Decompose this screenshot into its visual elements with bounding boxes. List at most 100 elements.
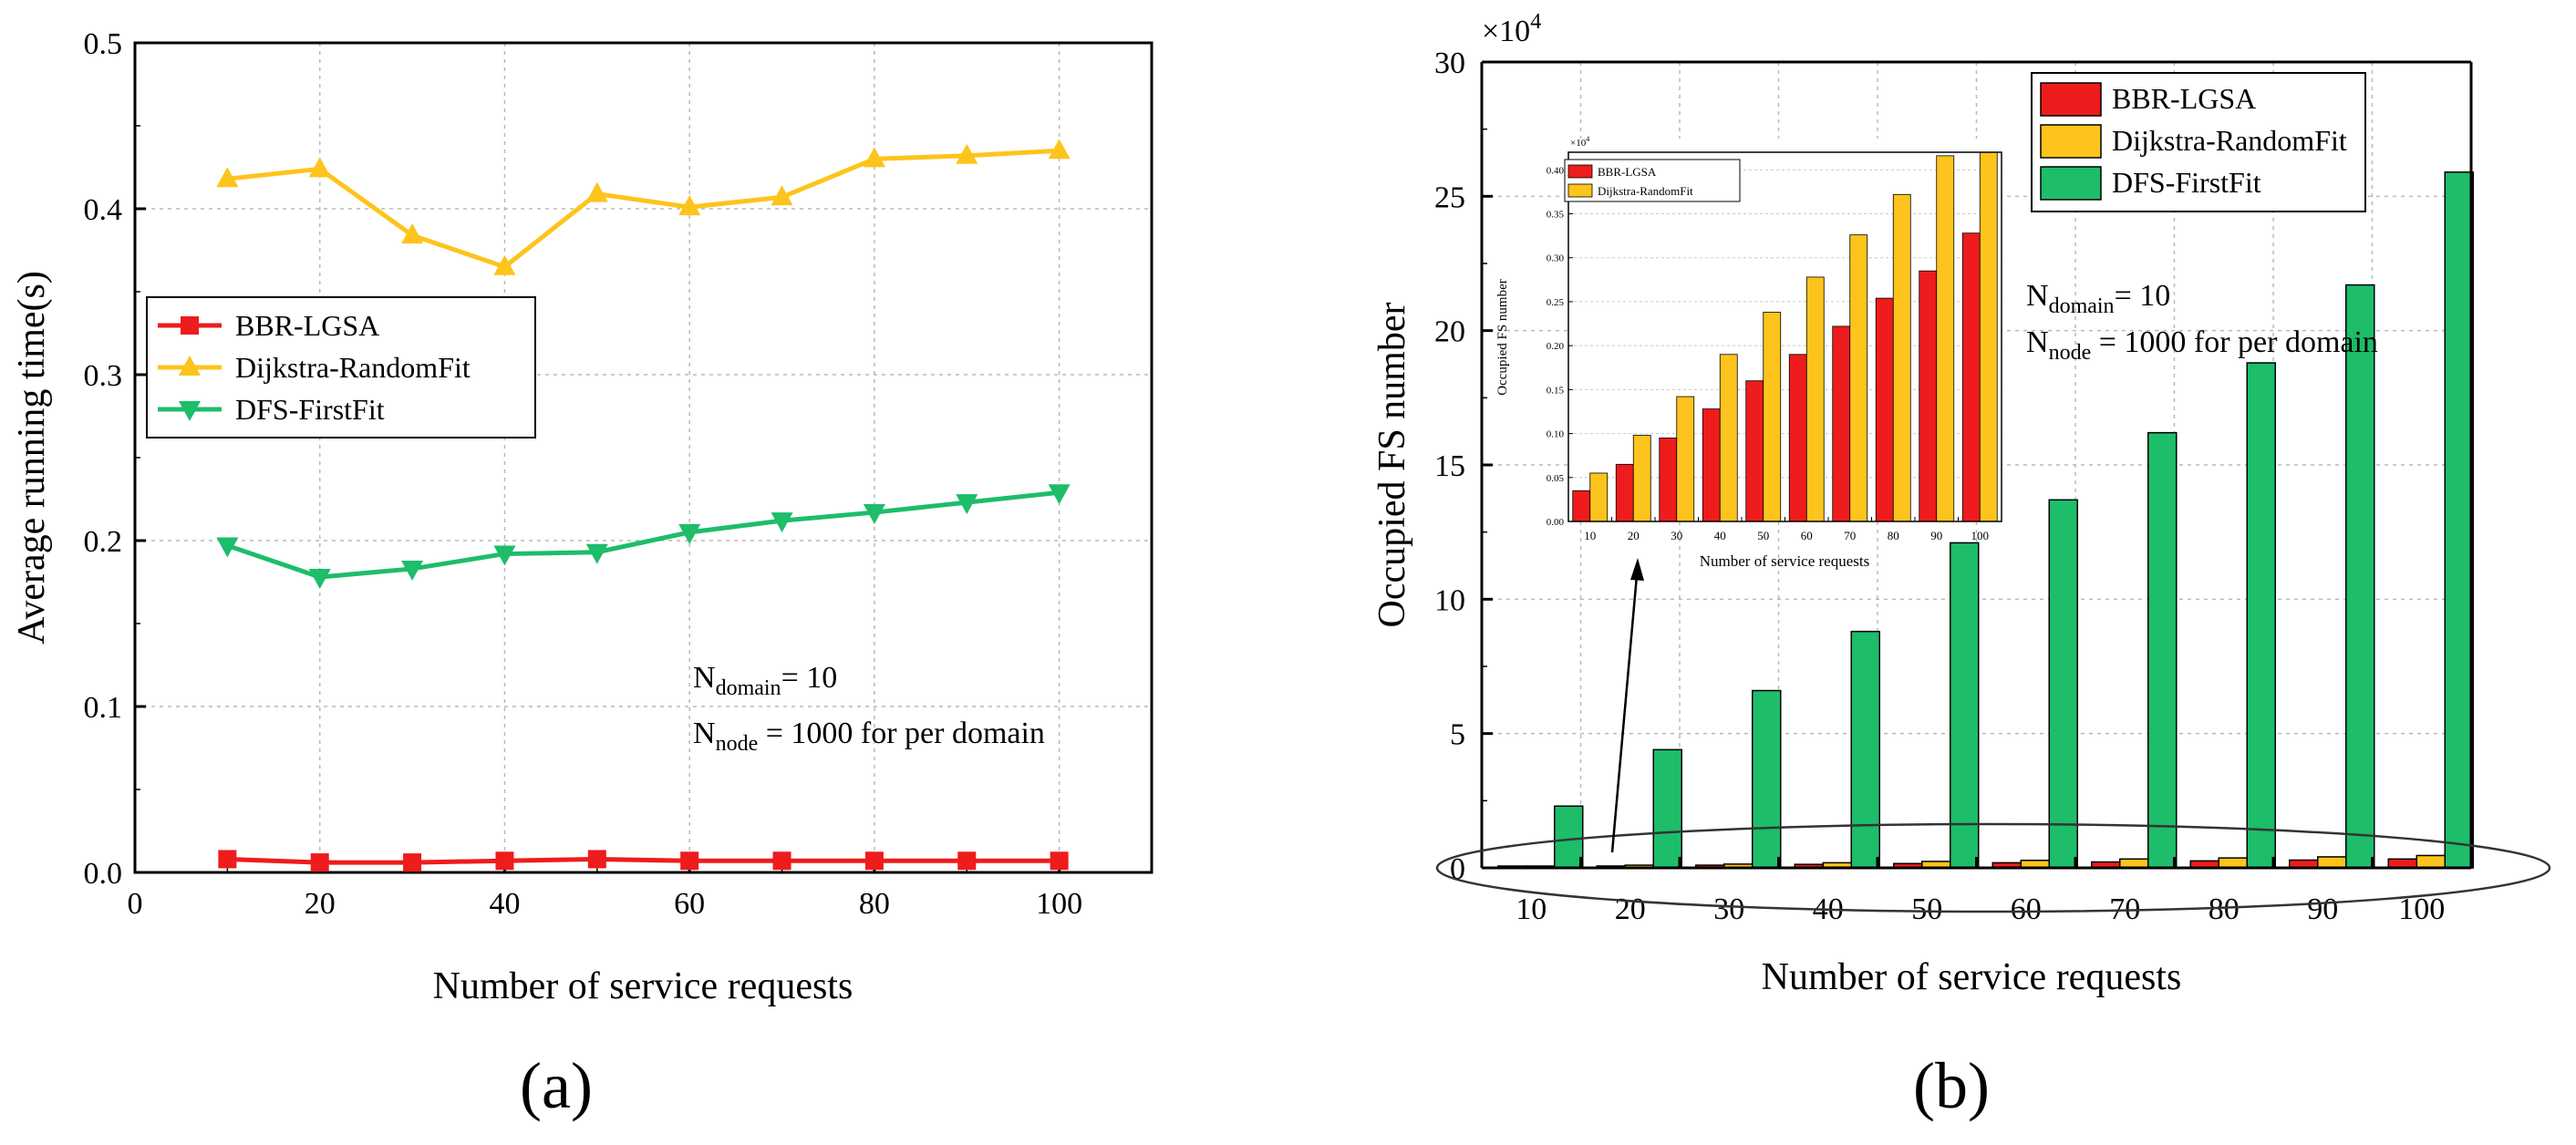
a-legend-marker <box>179 356 201 376</box>
a-ytick-label: 0.0 <box>84 857 123 891</box>
a-data-point <box>218 850 237 869</box>
inset-xtick-label: 30 <box>1671 529 1682 542</box>
a-data-point <box>401 560 424 581</box>
b-ytick-label: 25 <box>1434 181 1465 214</box>
b-bar-dfs-firstfit <box>2246 362 2276 869</box>
a-data-point <box>585 181 608 202</box>
b-ytick-label: 10 <box>1434 583 1465 617</box>
a-data-point <box>308 569 331 590</box>
b-annotation-line1: Ndomain= 10 <box>2026 279 2170 318</box>
inset-bar-bbr-lgsa <box>1615 463 1634 522</box>
inset-bar-dijkstra-randomfit <box>1805 276 1825 522</box>
a-ytick-label: 0.5 <box>84 27 123 61</box>
b-bar-dfs-firstfit <box>2444 171 2474 869</box>
a-data-point <box>308 157 331 178</box>
a-data-point <box>956 494 978 515</box>
b-y-scale-label: ×104 <box>1482 10 1541 48</box>
a-data-point <box>216 167 239 188</box>
b-bar-dfs-firstfit <box>1554 805 1584 869</box>
a-xtick-label: 60 <box>674 887 705 921</box>
a-xtick-label: 100 <box>1036 887 1082 921</box>
inset-x-axis-label: Number of service requests <box>1700 552 1869 570</box>
a-legend-items: BBR-LGSA Dijkstra-RandomFit DFS-FirstFit <box>158 309 471 426</box>
a-series-dijkstra-randomfit <box>216 139 1071 275</box>
inset-ytick-label: 0.15 <box>1547 385 1565 396</box>
b-zoom-arrow <box>1610 564 1640 853</box>
b-annotation-line2: Nnode = 1000 for per domain <box>2026 325 2378 365</box>
a-legend-marker <box>179 401 201 421</box>
a-series-bbr-lgsa <box>218 850 1069 872</box>
a-data-point <box>864 851 884 871</box>
inset-bar-bbr-lgsa <box>1659 437 1678 522</box>
a-series-line <box>227 148 1060 270</box>
b-bar-dfs-firstfit <box>1850 630 1880 869</box>
inset-xtick-label: 40 <box>1714 529 1726 542</box>
b-inset-chart: 10 20 30 40 50 60 70 80 90 100 0.000.050.100.150.… <box>1495 135 2002 570</box>
a-data-point <box>310 853 329 872</box>
a-data-point <box>772 851 791 871</box>
b-legend-label: Dijkstra-RandomFit <box>2112 124 2347 157</box>
b-bar-dijkstra-randomfit <box>2218 857 2248 869</box>
inset-legend-box <box>1564 159 1741 202</box>
a-ytick-label: 0.3 <box>84 359 123 393</box>
inset-legend: BBR-LGSA Dijkstra-RandomFit <box>1564 159 1741 202</box>
b-xtick-label: 20 <box>1615 892 1646 926</box>
a-data-point <box>771 185 793 206</box>
a-legend-marker <box>181 316 199 335</box>
b-bar-dfs-firstfit <box>2048 499 2078 869</box>
b-ytick-label: 20 <box>1434 315 1465 349</box>
inset-xtick-label: 100 <box>1971 529 1990 542</box>
b-bar-dfs-firstfit <box>1752 689 1782 869</box>
b-xtick-label: 50 <box>1911 892 1942 926</box>
inset-bar-dijkstra-randomfit <box>1849 234 1868 522</box>
a-ytick-label: 0.4 <box>84 193 123 227</box>
b-bar-dfs-firstfit <box>2345 284 2375 869</box>
inset-bar-dijkstra-randomfit <box>1676 396 1695 522</box>
inset-ytick-label: 0.35 <box>1547 210 1565 221</box>
b-ytick-label: 15 <box>1434 449 1465 483</box>
inset-y-axis-label: Occupied FS number <box>1495 279 1510 395</box>
inset-y-scale-label: ×104 <box>1570 135 1589 149</box>
a-data-point <box>1048 484 1071 505</box>
a-data-point <box>771 512 793 533</box>
b-legend-label: BBR-LGSA <box>2112 82 2256 115</box>
a-series-line <box>226 490 1060 580</box>
inset-bar-dijkstra-randomfit <box>1589 472 1609 522</box>
inset-legend-label: BBR-LGSA <box>1598 165 1657 179</box>
b-xtick-label: 10 <box>1516 892 1547 926</box>
inset-ytick-label: 0.00 <box>1547 517 1565 528</box>
a-data-point <box>957 851 977 871</box>
a-data-point <box>401 223 424 244</box>
inset-legend-label: Dijkstra-RandomFit <box>1598 184 1693 198</box>
inset-xtick-label: 90 <box>1930 529 1942 542</box>
a-data-point <box>1048 139 1071 160</box>
inset-ytick-label: 0.40 <box>1547 165 1565 176</box>
a-data-point <box>495 851 514 871</box>
a-annotation-line2: Nnode = 1000 for per domain <box>693 717 1045 756</box>
b-bar-dfs-firstfit <box>2147 431 2178 869</box>
a-xtick-label: 80 <box>859 887 890 921</box>
b-xtick-label: 90 <box>2307 892 2338 926</box>
b-legend: BBR-LGSA Dijkstra-RandomFit DFS-FirstFit <box>2031 72 2366 212</box>
b-x-axis-label: Number of service requests <box>1762 956 2182 998</box>
panel-a: 0 20 40 60 80 100 0.0 0.1 0.2 0.3 0.4 0.5 Number o… <box>11 27 1154 1122</box>
b-xtick-label: 60 <box>2011 892 2042 926</box>
a-data-point <box>863 147 885 168</box>
inset-xtick-label: 50 <box>1757 529 1769 542</box>
a-data-point <box>680 851 699 871</box>
inset-xtick-label: 80 <box>1888 529 1899 542</box>
b-y-axis-label: Occupied FS number <box>1371 303 1413 628</box>
a-gridlines <box>135 43 1152 872</box>
b-legend-items: BBR-LGSA Dijkstra-RandomFit DFS-FirstFit <box>2040 82 2347 201</box>
b-legend-swatch <box>2040 166 2102 201</box>
inset-bar-bbr-lgsa <box>1961 232 1981 522</box>
inset-bar-dijkstra-randomfit <box>1763 312 1782 522</box>
b-legend-swatch <box>2040 82 2102 117</box>
b-zoom-ellipse <box>1435 822 2551 913</box>
a-legend-label: Dijkstra-RandomFit <box>235 351 471 384</box>
a-legend-label: BBR-LGSA <box>235 309 379 342</box>
b-bar-dijkstra-randomfit <box>2416 854 2446 869</box>
